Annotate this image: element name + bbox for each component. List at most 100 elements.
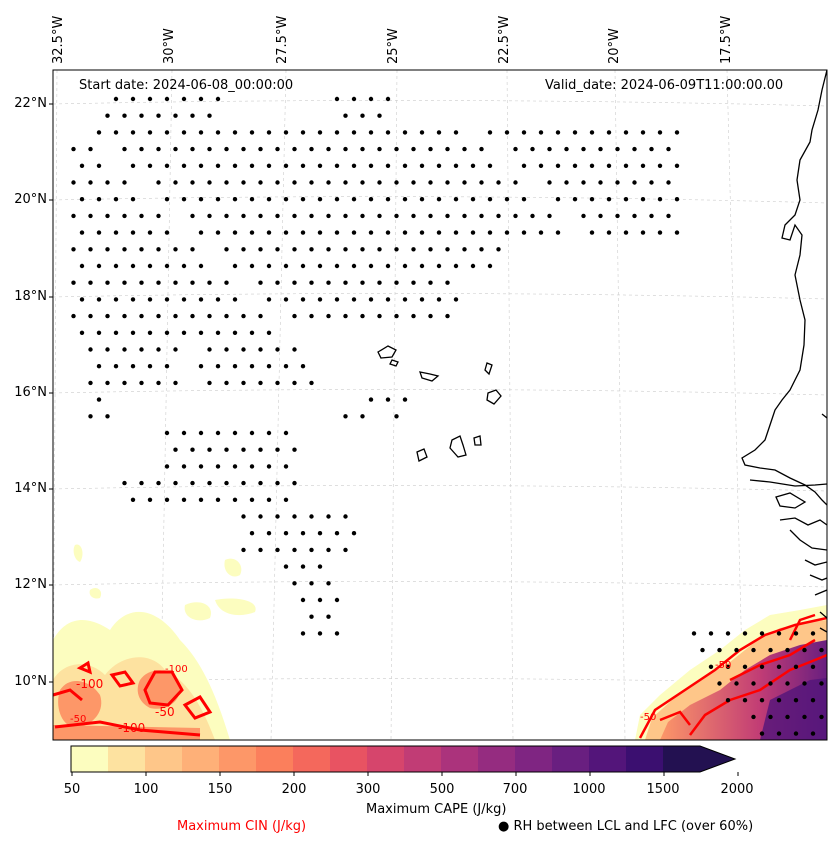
rh-dot	[309, 514, 314, 519]
rh-dot	[334, 631, 340, 636]
rh-dot	[300, 531, 306, 536]
rh-dot	[88, 347, 93, 352]
rh-dot	[130, 330, 136, 335]
colorbar-label: Maximum CAPE (J/kg)	[366, 802, 507, 817]
rh-dot	[181, 464, 187, 469]
rh-dot	[317, 197, 323, 202]
rh-dot	[88, 213, 93, 219]
rh-dot	[249, 163, 255, 168]
rh-dot	[708, 631, 714, 636]
rh-dot	[785, 714, 790, 720]
rh-dot	[513, 146, 518, 152]
rh-dot	[300, 564, 306, 569]
rh-dot	[258, 213, 263, 219]
rh-dot	[258, 380, 263, 386]
rh-dot	[462, 247, 467, 252]
rh-dot	[343, 414, 348, 419]
rh-dot	[105, 247, 110, 252]
rh-dot	[266, 297, 272, 302]
rh-dot	[734, 681, 739, 686]
lat-label-16n: 16°N	[14, 385, 47, 400]
rh-dot	[343, 180, 348, 185]
rh-dot	[96, 330, 102, 335]
rh-dot	[241, 480, 246, 486]
colorbar-tick: 150	[207, 782, 233, 797]
rh-dot	[283, 364, 289, 369]
rh-dot	[249, 263, 255, 269]
rh-dot	[368, 197, 374, 202]
rh-dot	[326, 213, 331, 219]
rh-dot	[105, 380, 110, 386]
rh-dot	[819, 714, 824, 720]
rh-dot	[105, 347, 110, 352]
rh-dot	[164, 464, 170, 469]
rh-dot	[79, 330, 85, 335]
rh-dot	[292, 380, 297, 386]
rh-dot	[292, 514, 297, 519]
rh-dot	[164, 330, 170, 335]
contour-label: -50	[155, 705, 175, 719]
rh-dot	[334, 197, 340, 202]
rh-dot	[479, 146, 484, 152]
colorbar-segment	[145, 746, 183, 772]
rh-dot	[258, 146, 263, 152]
rh-dot	[691, 631, 697, 636]
rh-dot	[317, 163, 323, 168]
rh-dot	[198, 364, 204, 369]
rh-dot	[326, 313, 331, 319]
rh-dot	[232, 197, 238, 202]
rh-dot	[819, 647, 824, 653]
rh-dot	[742, 698, 748, 703]
rh-dot	[71, 247, 76, 252]
rh-dot	[411, 313, 416, 319]
rh-dot	[96, 130, 102, 135]
rh-dot	[258, 313, 263, 319]
rh-dot	[164, 263, 170, 269]
rh-dot	[513, 180, 518, 185]
rh-dot	[326, 514, 331, 519]
rh-dot	[88, 313, 93, 319]
rh-dot	[462, 180, 467, 185]
rh-dot	[334, 263, 340, 269]
rh-dot	[751, 714, 756, 720]
rh-dot	[190, 247, 195, 252]
rh-dot	[334, 96, 340, 102]
rh-dot	[232, 497, 238, 502]
rh-dot	[130, 197, 136, 202]
rh-dot	[793, 698, 799, 703]
rh-dot	[292, 581, 297, 586]
rh-dot	[258, 280, 263, 285]
rh-dot	[105, 313, 110, 319]
rh-dot	[606, 230, 612, 235]
rh-dot	[88, 180, 93, 185]
rh-dot	[164, 96, 170, 102]
rh-dot	[207, 180, 212, 185]
rh-dot	[640, 197, 646, 202]
rh-dot	[343, 547, 348, 553]
rh-dot	[402, 130, 408, 135]
rh-dot	[156, 180, 161, 185]
rh-dot	[598, 146, 603, 152]
rh-dot	[249, 497, 255, 502]
rh-dot	[521, 230, 527, 235]
lon-label-27-5w: 27.5°W	[275, 15, 290, 64]
rh-dot	[139, 113, 144, 118]
rh-dot	[300, 197, 306, 202]
rh-dot	[181, 263, 187, 269]
rh-dot	[419, 197, 425, 202]
rh-dot	[428, 280, 433, 285]
rh-dot	[776, 631, 782, 636]
rh-dot	[173, 247, 178, 252]
lat-label-14n: 14°N	[14, 481, 47, 496]
rh-dot	[181, 130, 187, 135]
rh-dot	[249, 330, 255, 335]
rh-dot	[232, 330, 238, 335]
colorbar-segment	[256, 746, 294, 772]
rh-dot	[224, 480, 229, 486]
rh-dot	[317, 297, 323, 302]
colorbar-segment	[108, 746, 146, 772]
rh-dot	[241, 180, 246, 185]
rh-dot	[453, 197, 459, 202]
rh-dot	[445, 313, 450, 319]
